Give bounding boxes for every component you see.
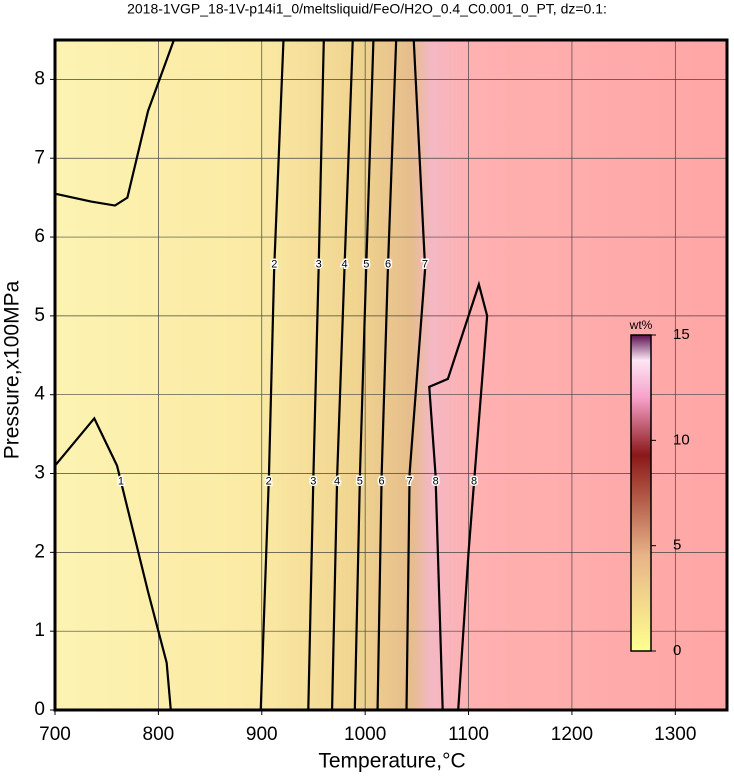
x-tick-label: 900 xyxy=(246,724,278,745)
contour-line xyxy=(330,39,354,711)
x-tick-label: 1200 xyxy=(551,724,593,745)
y-tick-label: 2 xyxy=(34,541,45,562)
x-tick-label: 1100 xyxy=(448,724,489,745)
contour-line xyxy=(259,39,285,711)
contour-label: 8 xyxy=(471,475,477,487)
x-tick-label: 1000 xyxy=(344,724,386,745)
colorbar-tick-label: 5 xyxy=(673,537,681,554)
x-axis-label: Temperature,°C xyxy=(318,750,465,773)
contour-label: 7 xyxy=(422,259,428,271)
contour-label: 5 xyxy=(357,475,363,487)
contour-label: 8 xyxy=(433,475,439,487)
y-tick-label: 5 xyxy=(34,305,45,326)
colorbar xyxy=(630,334,652,652)
contour-line xyxy=(428,280,489,711)
contour-line xyxy=(353,39,375,711)
colorbar-tick-label: 15 xyxy=(673,326,690,343)
colorbar-label: wt% xyxy=(629,318,653,332)
y-tick-label: 0 xyxy=(34,699,45,720)
contour-label: 4 xyxy=(334,475,340,487)
contour-label: 3 xyxy=(310,475,316,487)
plot-background xyxy=(55,40,727,710)
contour-line xyxy=(54,39,175,207)
colorbar-tick-label: 0 xyxy=(673,642,681,659)
y-tick-label: 7 xyxy=(34,147,45,168)
y-axis-label: Pressure,x100MPa xyxy=(1,280,24,459)
contour-label: 2 xyxy=(271,259,277,271)
y-tick-label: 3 xyxy=(34,463,45,484)
contour-label: 1 xyxy=(118,475,124,487)
contour-label: 7 xyxy=(406,475,412,487)
contour-line xyxy=(307,39,325,711)
x-tick-label: 700 xyxy=(39,724,71,745)
contour-label: 4 xyxy=(342,259,348,271)
y-tick-label: 6 xyxy=(34,226,45,247)
contour-label: 6 xyxy=(378,475,384,487)
contour-label: 6 xyxy=(385,259,391,271)
contour-label: 5 xyxy=(363,259,369,271)
y-tick-label: 8 xyxy=(34,68,45,89)
chart-title: 2018-1VGP_18-1V-p14i1_0/meltsliquid/FeO/… xyxy=(127,1,607,17)
plot-frame xyxy=(53,38,729,712)
x-tick-label: 800 xyxy=(143,724,175,745)
contour-line xyxy=(376,39,398,711)
y-tick-label: 4 xyxy=(34,384,45,405)
y-tick-label: 1 xyxy=(34,620,45,641)
contour-label: 3 xyxy=(316,259,322,271)
colorbar-tick-label: 10 xyxy=(673,431,690,448)
contour-label: 2 xyxy=(266,475,272,487)
contour-line xyxy=(54,416,172,711)
contour-line xyxy=(405,39,427,711)
x-tick-label: 1300 xyxy=(654,724,696,745)
